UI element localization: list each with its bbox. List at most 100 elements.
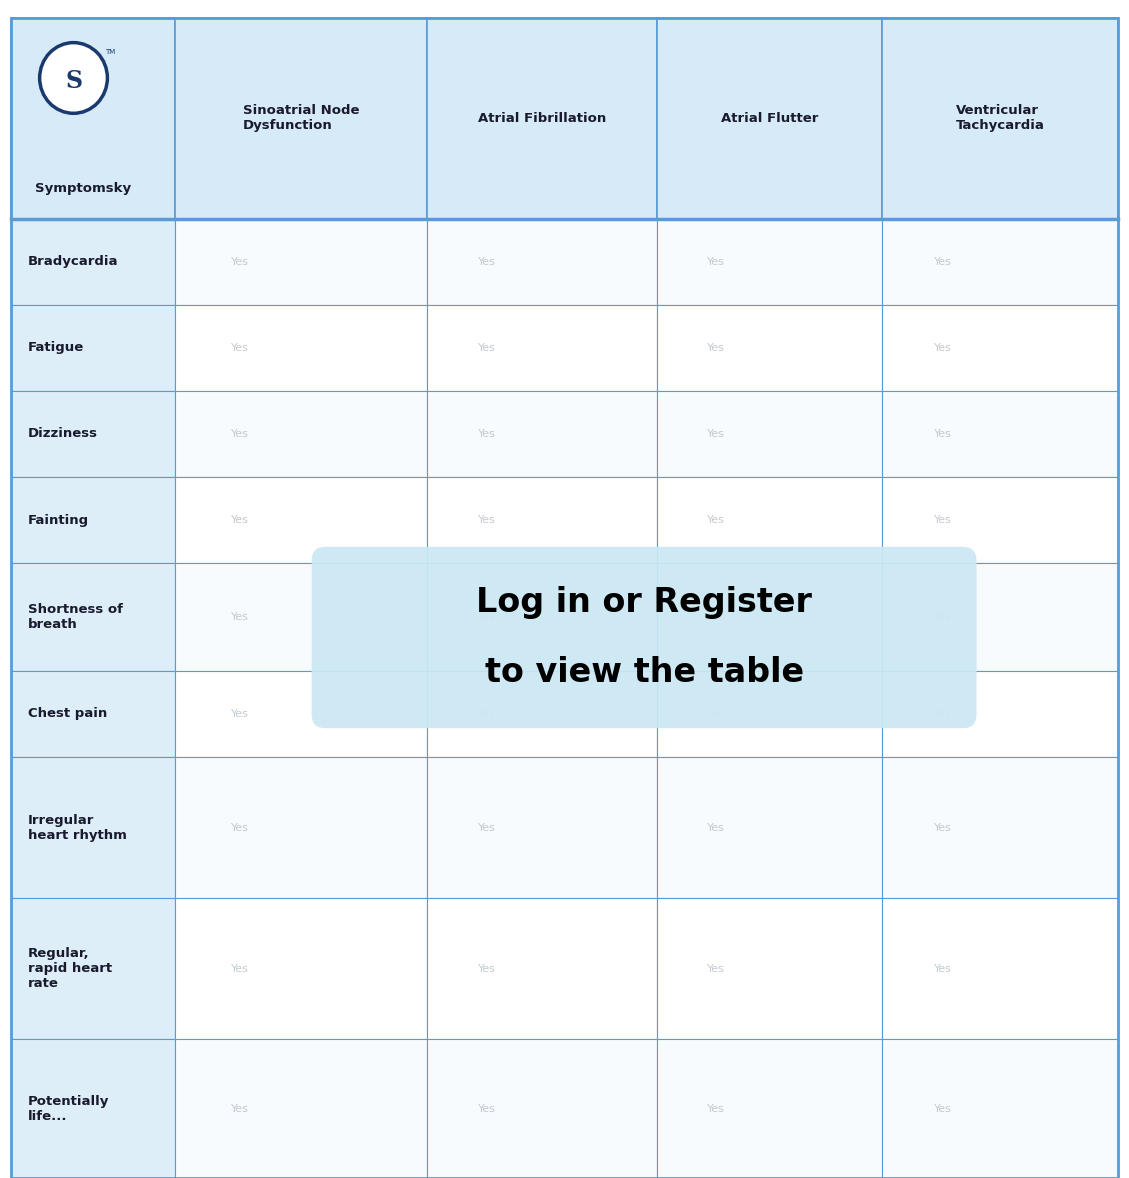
Text: Yes: Yes <box>230 515 248 525</box>
Bar <box>11 1039 175 1178</box>
Bar <box>175 757 427 898</box>
Bar <box>175 898 427 1039</box>
Text: Yes: Yes <box>707 613 725 622</box>
Text: Symptomsky: Symptomsky <box>35 181 131 194</box>
Bar <box>427 670 657 757</box>
Text: Atrial Flutter: Atrial Flutter <box>721 112 819 125</box>
Bar <box>657 670 882 757</box>
Text: Yes: Yes <box>934 964 952 974</box>
Text: Ventricular
Tachycardia: Ventricular Tachycardia <box>955 104 1044 132</box>
Bar <box>11 898 175 1039</box>
Text: Yes: Yes <box>478 257 496 266</box>
Circle shape <box>40 42 107 113</box>
Bar <box>657 563 882 670</box>
Text: Yes: Yes <box>478 429 496 439</box>
Text: Irregular
heart rhythm: Irregular heart rhythm <box>28 814 126 841</box>
Bar <box>427 1039 657 1178</box>
Text: Shortness of
breath: Shortness of breath <box>28 603 123 631</box>
Bar <box>882 757 1118 898</box>
Text: Yes: Yes <box>707 515 725 525</box>
Bar <box>11 477 175 563</box>
Bar <box>11 305 175 391</box>
Text: Yes: Yes <box>934 822 952 833</box>
Bar <box>657 898 882 1039</box>
Bar <box>175 391 427 477</box>
Text: Yes: Yes <box>707 1104 725 1113</box>
Bar <box>175 477 427 563</box>
Bar <box>11 219 175 305</box>
Text: Bradycardia: Bradycardia <box>28 256 119 269</box>
Bar <box>175 18 427 219</box>
Text: Regular,
rapid heart
rate: Regular, rapid heart rate <box>28 947 112 991</box>
Text: Sinoatrial Node
Dysfunction: Sinoatrial Node Dysfunction <box>243 104 359 132</box>
Bar <box>657 757 882 898</box>
Bar <box>657 305 882 391</box>
Text: Atrial Fibrillation: Atrial Fibrillation <box>479 112 606 125</box>
Text: Log in or Register: Log in or Register <box>476 585 812 618</box>
Bar <box>882 219 1118 305</box>
Text: Yes: Yes <box>934 429 952 439</box>
Bar <box>11 18 175 219</box>
Bar <box>11 757 175 898</box>
Text: Yes: Yes <box>478 709 496 719</box>
Bar <box>11 391 175 477</box>
Bar <box>427 391 657 477</box>
Text: Yes: Yes <box>707 257 725 266</box>
Bar <box>11 670 175 757</box>
Bar <box>427 18 657 219</box>
Text: TM: TM <box>105 49 115 55</box>
Text: Dizziness: Dizziness <box>28 428 98 441</box>
Text: S: S <box>65 70 82 93</box>
Text: Yes: Yes <box>230 964 248 974</box>
Bar <box>427 898 657 1039</box>
Bar <box>427 563 657 670</box>
Bar <box>657 391 882 477</box>
Text: Yes: Yes <box>478 964 496 974</box>
Text: Yes: Yes <box>934 515 952 525</box>
Text: Yes: Yes <box>230 709 248 719</box>
Text: Yes: Yes <box>230 822 248 833</box>
Text: Yes: Yes <box>478 613 496 622</box>
Text: Potentially
life...: Potentially life... <box>28 1094 110 1123</box>
Text: to view the table: to view the table <box>484 656 804 689</box>
Text: Yes: Yes <box>230 429 248 439</box>
Bar <box>882 18 1118 219</box>
Text: Yes: Yes <box>934 1104 952 1113</box>
Bar <box>882 391 1118 477</box>
Bar <box>657 477 882 563</box>
Bar <box>175 305 427 391</box>
Text: Fatigue: Fatigue <box>28 342 84 355</box>
Bar <box>882 563 1118 670</box>
Bar <box>882 898 1118 1039</box>
Text: Yes: Yes <box>934 343 952 353</box>
Bar <box>427 305 657 391</box>
FancyBboxPatch shape <box>312 547 977 728</box>
Bar <box>882 477 1118 563</box>
Bar <box>657 18 882 219</box>
Text: Yes: Yes <box>230 343 248 353</box>
Bar <box>175 219 427 305</box>
Bar <box>175 563 427 670</box>
Bar <box>882 670 1118 757</box>
Text: Yes: Yes <box>478 343 496 353</box>
Text: Yes: Yes <box>934 257 952 266</box>
Bar <box>11 563 175 670</box>
Text: Yes: Yes <box>707 343 725 353</box>
Text: Chest pain: Chest pain <box>28 707 107 721</box>
Bar <box>427 757 657 898</box>
Text: Fainting: Fainting <box>28 514 89 527</box>
Text: Yes: Yes <box>707 429 725 439</box>
Bar <box>657 219 882 305</box>
Bar <box>427 219 657 305</box>
Text: Yes: Yes <box>707 822 725 833</box>
Text: Yes: Yes <box>707 709 725 719</box>
Bar <box>427 477 657 563</box>
Text: Yes: Yes <box>230 1104 248 1113</box>
Bar <box>882 1039 1118 1178</box>
Bar <box>175 670 427 757</box>
Text: Yes: Yes <box>478 515 496 525</box>
Bar <box>657 1039 882 1178</box>
Text: Yes: Yes <box>934 709 952 719</box>
Text: Yes: Yes <box>478 822 496 833</box>
Text: Yes: Yes <box>230 613 248 622</box>
